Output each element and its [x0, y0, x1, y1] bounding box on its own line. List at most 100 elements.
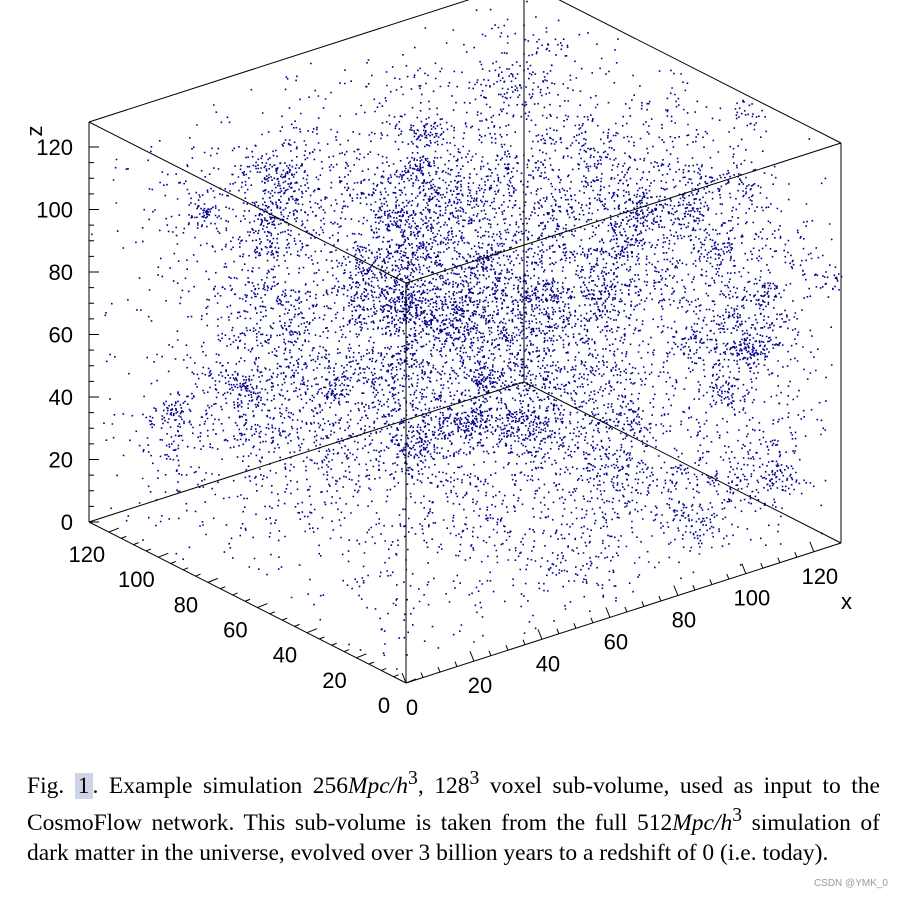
x-tick-60 [605, 607, 611, 618]
scatter-3d-figure: 0 20 40 60 80 100 120 0 20 40 60 80 100 120 0 20 40 60 80 1… [22, 0, 852, 720]
y-tick-20 [356, 653, 367, 659]
axis-tick-labels: 0 20 40 60 80 100 120 0 20 40 60 80 100 120 0 20 40 60 80 1… [36, 135, 838, 720]
x-minor-tick [556, 628, 560, 634]
x-tick-label-120: 120 [801, 564, 838, 589]
y-minor-tick [232, 592, 238, 596]
x-tick-label-20: 20 [468, 673, 492, 698]
x-minor-tick [522, 639, 526, 645]
box-edge [88, 521, 407, 684]
caption-math-1: Mpc/h [347, 772, 409, 799]
x-tick-label-100: 100 [733, 586, 770, 611]
x-minor-tick [488, 650, 492, 656]
caption-fig-number: 1 [74, 772, 93, 799]
box-edge [88, 0, 470, 123]
y-minor-tick [393, 674, 399, 678]
x-tick-80 [673, 585, 679, 596]
y-minor-tick [244, 598, 251, 602]
box-edge [405, 142, 842, 284]
z-tick-label-0: 0 [61, 510, 73, 535]
caption-sup-2: 3 [469, 768, 480, 789]
x-tick-label-60: 60 [604, 629, 628, 654]
x-minor-tick [777, 557, 781, 563]
y-tick-label-20: 20 [322, 668, 346, 693]
x-minor-tick [420, 672, 424, 678]
y-minor-tick [121, 535, 127, 539]
z-tick-label-20: 20 [49, 448, 73, 473]
x-tick-40 [537, 629, 543, 640]
box-edge [558, 0, 842, 144]
data-points [91, 0, 843, 670]
y-tick-label-60: 60 [223, 618, 247, 643]
z-tick-label-80: 80 [49, 260, 73, 285]
x-tick-120 [809, 541, 815, 552]
z-tick-label-100: 100 [36, 198, 73, 223]
y-tick-120 [108, 527, 119, 533]
x-minor-tick [437, 666, 441, 673]
x-minor-tick [709, 579, 713, 585]
x-minor-tick [692, 584, 696, 591]
z-tick-label-60: 60 [49, 323, 73, 348]
x-axis-title: x [841, 589, 852, 614]
y-tick-label-80: 80 [174, 592, 198, 617]
y-minor-tick [195, 573, 201, 577]
y-minor-tick [170, 561, 176, 564]
figure-caption: Fig. 1. Example simulation 256Mpc/h3, 12… [27, 764, 880, 868]
y-tick-100 [158, 552, 169, 558]
z-tick-label-120: 120 [36, 135, 73, 160]
box-frame [88, 0, 842, 684]
x-tick-label-80: 80 [672, 608, 696, 633]
y-minor-tick [220, 586, 226, 590]
y-tick-40 [306, 628, 318, 634]
y-minor-tick [343, 649, 350, 653]
caption-math-2: Mpc/h [672, 809, 733, 836]
y-minor-tick [319, 636, 325, 640]
y-tick-label-100: 100 [118, 567, 155, 592]
caption-fig-label: Fig. [27, 772, 65, 799]
caption-text-4: simulation of dark matter in the univers… [27, 809, 881, 866]
x-minor-tick [505, 645, 509, 651]
y-minor-tick [269, 611, 275, 615]
x-minor-tick [794, 552, 798, 558]
y-tick-label-0: 0 [378, 693, 390, 718]
box-edge [523, 381, 842, 544]
z-axis-title: z [22, 126, 47, 137]
x-minor-tick [454, 661, 458, 667]
x-tick-100 [741, 563, 747, 574]
y-minor-tick [381, 667, 387, 671]
box-edge [88, 121, 407, 284]
y-tick-label-120: 120 [68, 542, 105, 567]
x-minor-tick [726, 573, 730, 580]
watermark: CSDN @YMK_0 [813, 878, 888, 889]
x-minor-tick [590, 617, 594, 624]
x-minor-tick [760, 562, 764, 569]
y-minor-tick [331, 642, 337, 646]
y-minor-tick [294, 623, 300, 627]
caption-text-2: , 128 [417, 772, 470, 799]
y-tick-60 [257, 603, 268, 608]
y-minor-tick [281, 617, 288, 621]
y-tick-label-40: 40 [273, 643, 297, 668]
x-minor-tick [573, 623, 577, 629]
y-minor-tick [182, 567, 189, 571]
x-tick-label-40: 40 [536, 651, 560, 676]
x-tick-20 [469, 650, 475, 662]
caption-sup-3: 3 [732, 804, 743, 826]
x-minor-tick [641, 601, 645, 607]
y-minor-tick [145, 548, 152, 552]
caption-text-3: voxel sub-volume, used as input to the C… [27, 772, 880, 836]
x-minor-tick [658, 595, 662, 602]
y-tick-0 [405, 678, 417, 684]
caption-text-1: . Example simulation 256 [92, 772, 348, 799]
box-edge [88, 381, 525, 523]
y-minor-tick [133, 542, 139, 546]
point-cloud [91, 0, 843, 670]
x-tick-label-0: 0 [406, 695, 418, 720]
y-tick-80 [207, 577, 219, 583]
box-edge [405, 542, 842, 684]
caption-sup-1: 3 [408, 768, 418, 789]
y-minor-tick [368, 661, 375, 665]
x-tick-0 [401, 672, 407, 684]
x-minor-tick [624, 606, 628, 613]
z-tick-label-40: 40 [49, 385, 73, 410]
axis-ticks [89, 146, 815, 684]
